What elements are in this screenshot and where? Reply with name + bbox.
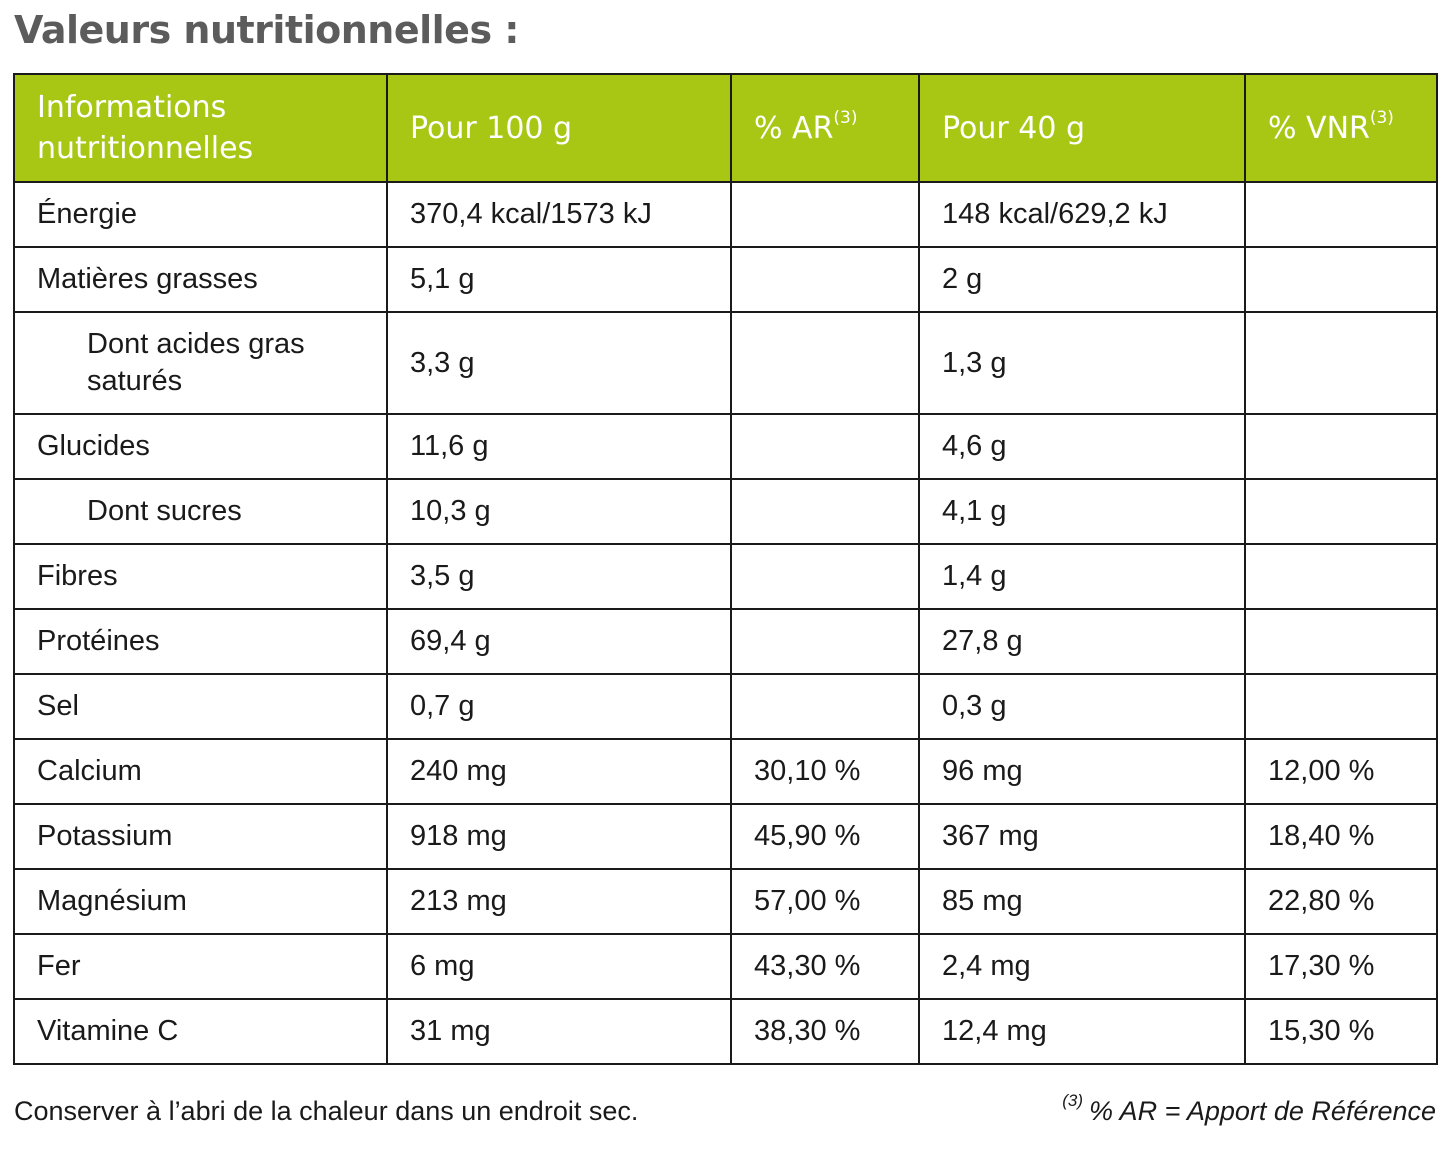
value-vnr: 12,00 %	[1244, 738, 1438, 805]
value-ar: 38,30 %	[730, 998, 920, 1065]
value-per-40g: 96 mg	[918, 738, 1246, 805]
value-ar	[730, 413, 920, 480]
value-vnr	[1244, 413, 1438, 480]
value-ar: 45,90 %	[730, 803, 920, 870]
table-row: Vitamine C 31 mg 38,30 % 12,4 mg 15,30 %	[13, 998, 1438, 1065]
header-per-40g: Pour 40 g	[918, 73, 1246, 183]
value-per-100g: 10,3 g	[386, 478, 732, 545]
value-per-100g: 3,3 g	[386, 311, 732, 415]
table-row: Glucides 11,6 g 4,6 g	[13, 413, 1438, 480]
value-per-100g: 0,7 g	[386, 673, 732, 740]
value-ar	[730, 543, 920, 610]
value-vnr	[1244, 673, 1438, 740]
value-ar	[730, 478, 920, 545]
nutrient-name: Glucides	[13, 413, 388, 480]
header-ar-footnote-ref: (3)	[833, 107, 858, 128]
value-per-100g: 5,1 g	[386, 246, 732, 313]
value-per-100g: 918 mg	[386, 803, 732, 870]
value-vnr	[1244, 246, 1438, 313]
value-per-40g: 2 g	[918, 246, 1246, 313]
value-per-40g: 12,4 mg	[918, 998, 1246, 1065]
table-row: Fibres 3,5 g 1,4 g	[13, 543, 1438, 610]
nutrient-name: Potassium	[13, 803, 388, 870]
table-row: Dont sucres 10,3 g 4,1 g	[13, 478, 1438, 545]
nutrient-name: Vitamine C	[13, 998, 388, 1065]
value-per-40g: 4,6 g	[918, 413, 1246, 480]
value-ar: 43,30 %	[730, 933, 920, 1000]
value-ar	[730, 246, 920, 313]
nutrient-name: Énergie	[13, 181, 388, 248]
value-vnr: 18,40 %	[1244, 803, 1438, 870]
footnote: (3) % AR = Apport de Référence	[1062, 1092, 1436, 1127]
value-vnr	[1244, 608, 1438, 675]
value-per-100g: 213 mg	[386, 868, 732, 935]
footnote-text: % AR = Apport de Référence	[1089, 1096, 1436, 1126]
value-ar	[730, 311, 920, 415]
nutrient-name: Fer	[13, 933, 388, 1000]
value-ar: 30,10 %	[730, 738, 920, 805]
header-vnr: % VNR(3)	[1244, 73, 1438, 183]
value-per-100g: 6 mg	[386, 933, 732, 1000]
value-per-100g: 31 mg	[386, 998, 732, 1065]
value-per-100g: 3,5 g	[386, 543, 732, 610]
value-per-40g: 1,3 g	[918, 311, 1246, 415]
footnote-marker: (3)	[1062, 1091, 1084, 1110]
table-row: Énergie 370,4 kcal/1573 kJ 148 kcal/629,…	[13, 181, 1438, 248]
value-vnr	[1244, 181, 1438, 248]
header-informations: Informations nutritionnelles	[13, 73, 388, 183]
value-per-40g: 148 kcal/629,2 kJ	[918, 181, 1246, 248]
value-vnr	[1244, 311, 1438, 415]
nutrient-name: Sel	[13, 673, 388, 740]
value-per-40g: 85 mg	[918, 868, 1246, 935]
value-vnr: 17,30 %	[1244, 933, 1438, 1000]
header-vnr-footnote-ref: (3)	[1369, 107, 1394, 128]
value-vnr	[1244, 543, 1438, 610]
nutrient-name: Protéines	[13, 608, 388, 675]
value-per-100g: 11,6 g	[386, 413, 732, 480]
header-per-100g: Pour 100 g	[386, 73, 732, 183]
value-per-40g: 2,4 mg	[918, 933, 1246, 1000]
value-per-40g: 1,4 g	[918, 543, 1246, 610]
value-per-100g: 240 mg	[386, 738, 732, 805]
value-ar: 57,00 %	[730, 868, 920, 935]
value-per-40g: 27,8 g	[918, 608, 1246, 675]
header-ar: % AR(3)	[730, 73, 920, 183]
table-row: Potassium 918 mg 45,90 % 367 mg 18,40 %	[13, 803, 1438, 870]
nutrient-name: Dont sucres	[13, 478, 388, 545]
value-per-40g: 4,1 g	[918, 478, 1246, 545]
table-row: Fer 6 mg 43,30 % 2,4 mg 17,30 %	[13, 933, 1438, 1000]
table-row: Calcium 240 mg 30,10 % 96 mg 12,00 %	[13, 738, 1438, 805]
page-title: Valeurs nutritionnelles :	[14, 8, 520, 52]
nutrition-table: Informations nutritionnelles Pour 100 g …	[13, 73, 1438, 1065]
nutrient-name: Matières grasses	[13, 246, 388, 313]
value-vnr	[1244, 478, 1438, 545]
table-row: Matières grasses 5,1 g 2 g	[13, 246, 1438, 313]
table-header-row: Informations nutritionnelles Pour 100 g …	[13, 73, 1438, 183]
value-per-100g: 69,4 g	[386, 608, 732, 675]
nutrient-name: Dont acides gras saturés	[13, 311, 388, 415]
table-row: Protéines 69,4 g 27,8 g	[13, 608, 1438, 675]
nutrient-name: Calcium	[13, 738, 388, 805]
header-vnr-label: % VNR	[1268, 110, 1370, 146]
value-vnr: 22,80 %	[1244, 868, 1438, 935]
value-per-40g: 0,3 g	[918, 673, 1246, 740]
value-per-100g: 370,4 kcal/1573 kJ	[386, 181, 732, 248]
storage-note: Conserver à l’abri de la chaleur dans un…	[14, 1096, 639, 1126]
table-row: Magnésium 213 mg 57,00 % 85 mg 22,80 %	[13, 868, 1438, 935]
value-ar	[730, 673, 920, 740]
table-row: Dont acides gras saturés 3,3 g 1,3 g	[13, 311, 1438, 415]
value-ar	[730, 608, 920, 675]
value-vnr: 15,30 %	[1244, 998, 1438, 1065]
nutrient-name: Magnésium	[13, 868, 388, 935]
header-ar-label: % AR	[754, 110, 834, 146]
nutrient-name: Fibres	[13, 543, 388, 610]
table-row: Sel 0,7 g 0,3 g	[13, 673, 1438, 740]
value-ar	[730, 181, 920, 248]
value-per-40g: 367 mg	[918, 803, 1246, 870]
